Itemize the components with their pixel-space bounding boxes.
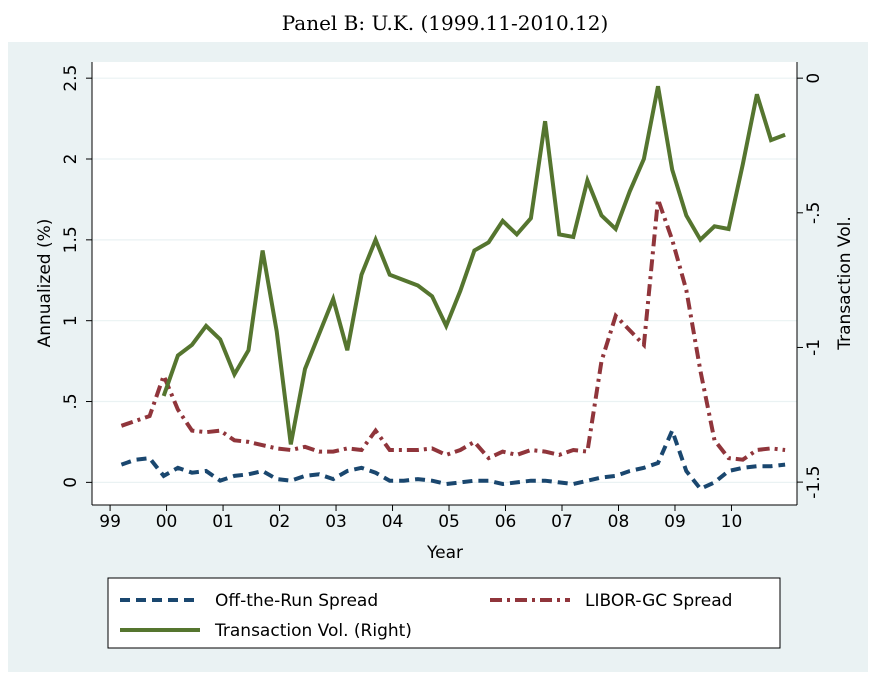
x-tick-label: 10 (721, 512, 743, 532)
x-tick-label: 07 (551, 512, 573, 532)
line-series (161, 85, 786, 445)
chart-title: Panel B: U.K. (1999.11-2010.12) (282, 11, 609, 35)
y-tick-label: 2 (61, 154, 81, 165)
x-tick-label: 04 (382, 512, 404, 532)
y-tick-label: 1.5 (61, 226, 81, 253)
x-tick-label: 00 (156, 512, 178, 532)
y-tick-label: 1 (61, 315, 81, 326)
x-tick-label: 06 (495, 512, 517, 532)
line-series (120, 198, 786, 462)
y-axis-label: Annualized (%) (35, 219, 55, 348)
x-tick-label: 01 (212, 512, 234, 532)
y2-tick-label: 0 (804, 73, 824, 84)
y-tick-label: .5 (61, 393, 81, 409)
x-axis-label: Year (426, 543, 463, 563)
legend-label: LIBOR-GC Spread (585, 591, 732, 611)
plot-area (92, 62, 797, 505)
y-tick-label: 2.5 (61, 65, 81, 92)
line-series (120, 425, 786, 492)
x-tick-label: 03 (325, 512, 347, 532)
y2-tick-label: -1.5 (804, 466, 824, 499)
legend-label: Off-the-Run Spread (215, 591, 378, 611)
y2-tick-label: -.5 (804, 202, 824, 224)
x-tick-label: 02 (269, 512, 291, 532)
y-tick-label: 0 (61, 477, 81, 488)
x-tick-label: 05 (438, 512, 460, 532)
x-tick-label: 08 (608, 512, 630, 532)
legend-label: Transaction Vol. (Right) (214, 621, 412, 641)
x-tick-label: 99 (99, 512, 121, 532)
legend (107, 577, 781, 649)
x-tick-label: 09 (664, 512, 686, 532)
y2-tick-label: -1 (804, 339, 824, 356)
y2-axis-label: Transaction Vol. (835, 216, 855, 351)
